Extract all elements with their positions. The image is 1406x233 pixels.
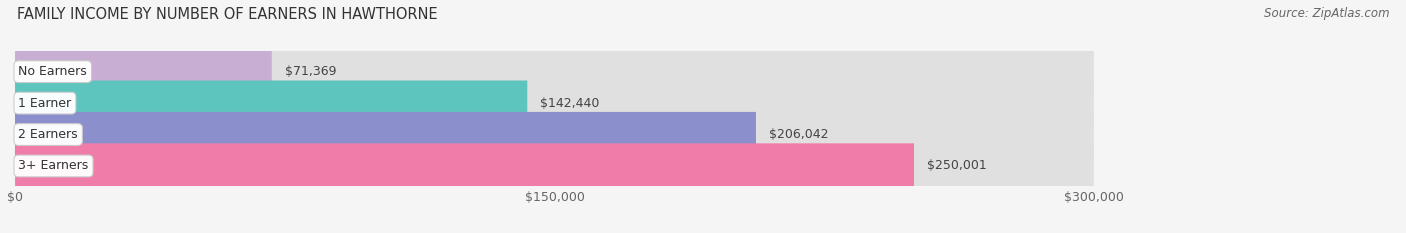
FancyBboxPatch shape [15,49,1094,94]
FancyBboxPatch shape [15,49,271,94]
Text: $71,369: $71,369 [284,65,336,78]
Text: $206,042: $206,042 [769,128,828,141]
Text: $142,440: $142,440 [540,97,599,110]
Text: 3+ Earners: 3+ Earners [18,159,89,172]
FancyBboxPatch shape [15,112,756,157]
FancyBboxPatch shape [15,143,1094,188]
FancyBboxPatch shape [15,80,1094,126]
Text: 2 Earners: 2 Earners [18,128,77,141]
Text: No Earners: No Earners [18,65,87,78]
Text: Source: ZipAtlas.com: Source: ZipAtlas.com [1264,7,1389,20]
FancyBboxPatch shape [15,143,914,188]
Text: 1 Earner: 1 Earner [18,97,72,110]
Text: FAMILY INCOME BY NUMBER OF EARNERS IN HAWTHORNE: FAMILY INCOME BY NUMBER OF EARNERS IN HA… [17,7,437,22]
Text: $250,001: $250,001 [927,159,987,172]
FancyBboxPatch shape [15,112,1094,157]
FancyBboxPatch shape [15,80,527,126]
